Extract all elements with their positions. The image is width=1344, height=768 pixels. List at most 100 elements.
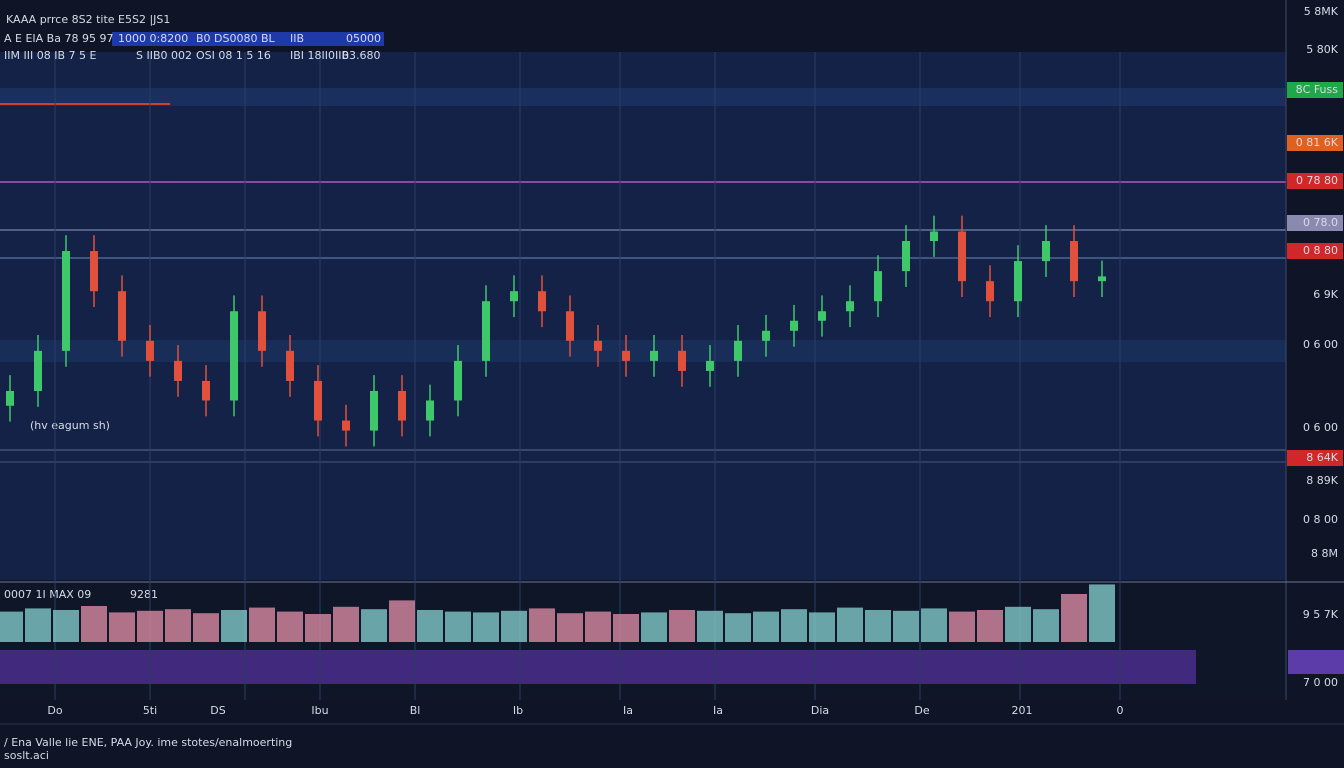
candle-body [258,311,266,351]
x-tick-label: Ia [623,704,633,717]
candle-body [118,291,126,341]
candle-body [398,390,406,421]
price-label: 5 8MK [1304,5,1339,18]
candle-body [146,340,154,361]
volume-bar [977,610,1003,642]
header-item: 1000 0:8200 [118,32,188,45]
candle-body [426,400,434,421]
candle-body [230,311,238,401]
volume-bar [25,608,51,642]
candle-body [286,350,294,381]
volume-bar [1061,594,1087,642]
volume-bar [529,608,555,642]
price-label: 8 89K [1306,474,1338,487]
volume-bar [137,610,163,642]
candle-body [370,390,378,431]
band [0,340,1286,362]
volume-bar [417,610,443,642]
volume-bar [53,610,79,642]
candle-body [874,271,882,302]
candle-body [790,320,798,331]
candle-body [762,330,770,341]
lower-band [0,650,1196,684]
volume-bar [949,611,975,642]
header-item: IBI 18II0IIB [290,49,349,62]
price-badge [1287,243,1343,259]
candle-body [538,291,546,312]
candle-body [510,291,518,302]
price-label: 0 6 00 [1303,421,1338,434]
price-label: 9 5 7K [1303,608,1339,621]
main-pane [0,52,1286,580]
lower-value: 9281 [130,588,158,601]
header-item: OSI 08 1 5 16 [196,49,271,62]
header-item: IIM III 08 IB 7 5 E [4,49,96,62]
price-label: 8 64K [1306,451,1338,464]
price-badge [1287,450,1343,466]
volume-bar [81,606,107,642]
volume-bar [921,608,947,642]
candle-body [314,380,322,421]
volume-bar [165,609,191,642]
price-label: 6 9K [1313,288,1338,301]
volume-bar [725,613,751,642]
candle-body [482,301,490,361]
lower-label: 0007 1I MAX 09 [4,588,91,601]
candle-body [566,311,574,341]
x-tick-label: Dia [811,704,829,717]
annotation: (hv eagum sh) [30,419,110,432]
volume-bar [865,610,891,642]
volume-bar [333,606,359,642]
price-label: 0 6 00 [1303,338,1338,351]
candle-body [1070,241,1078,282]
x-tick-label: DS [210,704,225,717]
candle-body [678,350,686,371]
x-tick-label: 201 [1012,704,1033,717]
price-label: 7 0 00 [1303,676,1338,689]
header-item: DS0080 BL [214,32,275,45]
candle-body [1042,241,1050,262]
price-badge [1287,215,1343,231]
volume-bar [641,612,667,642]
volume-bar [1033,609,1059,642]
volume-bar [1089,584,1115,642]
volume-bar [697,610,723,642]
price-badge [1287,82,1343,98]
volume-bar [221,610,247,642]
x-tick-label: 5ti [143,704,157,717]
volume-bar [249,607,275,642]
volume-bar [557,613,583,642]
price-label: 0 81 6K [1296,136,1339,149]
candle-body [62,251,70,351]
volume-bar [753,611,779,642]
candle-body [1014,261,1022,302]
volume-bar [613,614,639,642]
band [0,88,1286,106]
candle-body [1098,276,1106,282]
price-label: 0 8 80 [1303,244,1338,257]
volume-bar [473,612,499,642]
volume-bar [781,609,807,642]
volume-bar [669,610,695,642]
header-item: 03.680 [342,49,381,62]
price-label: 8C Fuss [1296,83,1339,96]
x-tick-label: Ib [513,704,523,717]
candle-body [734,340,742,361]
candle-body [202,380,210,401]
candle-body [6,390,14,406]
volume-bar [445,611,471,642]
header-item: IIB [290,32,304,45]
candle-body [930,231,938,242]
candle-body [846,301,854,312]
volume-bar [305,614,331,642]
volume-bar [109,612,135,642]
price-label: 8 8M [1311,547,1338,560]
price-label: 5 80K [1306,43,1338,56]
candle-body [902,241,910,272]
footer-text: / Ena Valle lie ENE, PAA Joy. ime stotes… [4,736,292,749]
price-label: 0 78.0 [1303,216,1338,229]
x-tick-label: Ia [713,704,723,717]
header-item: B0 [196,32,211,45]
candle-body [594,340,602,351]
